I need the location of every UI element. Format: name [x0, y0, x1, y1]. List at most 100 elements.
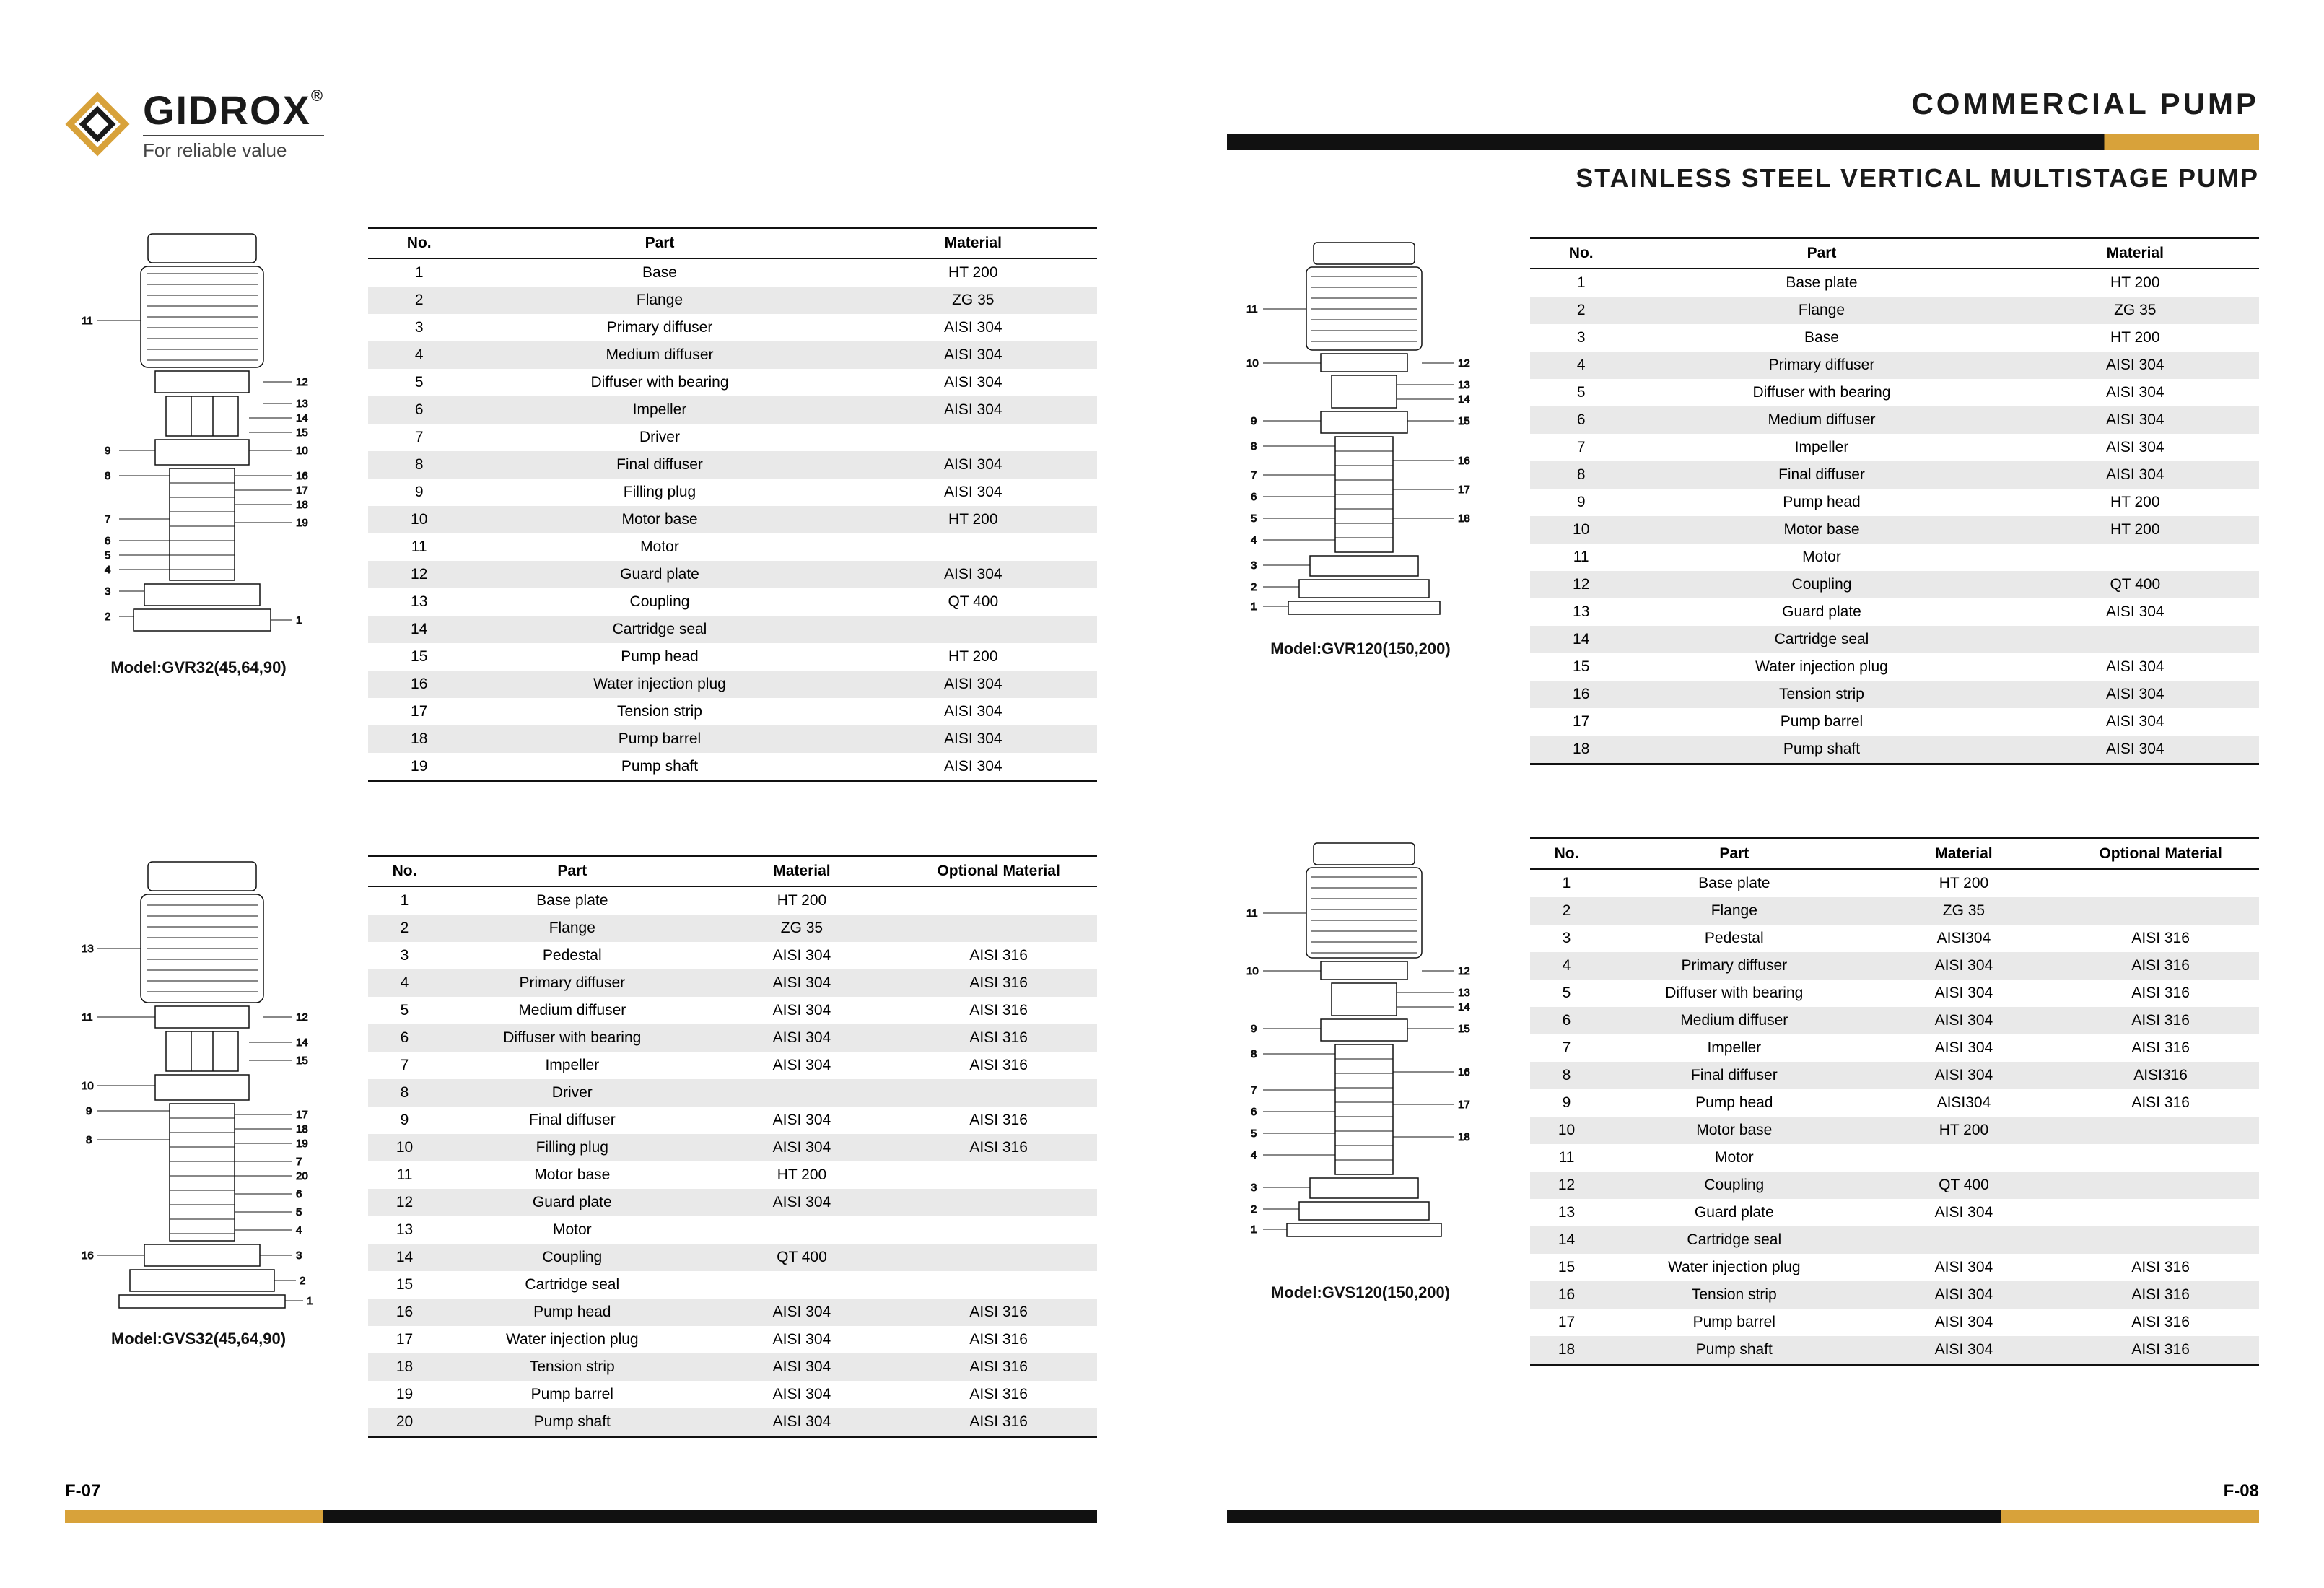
svg-text:5: 5: [105, 549, 110, 562]
svg-text:17: 17: [1458, 484, 1470, 496]
table-cell: Guard plate: [1603, 1199, 1866, 1226]
table-cell: AISI 304: [849, 369, 1097, 396]
svg-text:13: 13: [296, 398, 308, 410]
table-cell: Flange: [470, 287, 849, 314]
page-spread: GIDROX® For reliable value: [0, 0, 2324, 1588]
callout: 11: [82, 315, 93, 327]
table-cell: Cartridge seal: [1632, 626, 2011, 653]
table-cell: Guard plate: [470, 561, 849, 588]
svg-text:10: 10: [296, 445, 308, 457]
table-cell: [900, 1079, 1097, 1107]
table-cell: 5: [368, 369, 470, 396]
table-cell: AISI 304: [2011, 681, 2259, 708]
table-row: 16Tension stripAISI 304: [1530, 681, 2259, 708]
table-cell: 20: [368, 1408, 441, 1437]
svg-text:11: 11: [82, 1011, 93, 1024]
table-cell: Pump barrel: [1632, 708, 2011, 736]
table-cell: Guard plate: [1632, 598, 2011, 626]
table-row: 10Motor baseHT 200: [1530, 516, 2259, 544]
table-row: 5Diffuser with bearingAISI 304: [368, 369, 1097, 396]
table-cell: AISI 316: [900, 1326, 1097, 1353]
table-cell: Medium diffuser: [470, 341, 849, 369]
svg-text:11: 11: [1246, 303, 1258, 315]
svg-text:13: 13: [1458, 379, 1470, 391]
svg-text:18: 18: [1458, 512, 1470, 525]
svg-text:4: 4: [105, 564, 110, 576]
table-cell: 10: [368, 506, 470, 533]
table-row: 15Pump headHT 200: [368, 643, 1097, 671]
svg-text:9: 9: [1251, 415, 1257, 427]
table-cell: Pump shaft: [1632, 736, 2011, 764]
table-row: 4Primary diffuserAISI 304AISI 316: [368, 969, 1097, 997]
svg-text:17: 17: [296, 484, 308, 497]
table-cell: 9: [1530, 489, 1632, 516]
table-cell: [900, 886, 1097, 915]
model-label-gvr32: Model:GVR32(45,64,90): [110, 658, 286, 677]
table-row: 20Pump shaftAISI 304AISI 316: [368, 1408, 1097, 1437]
table-cell: AISI 316: [2062, 980, 2259, 1007]
table-row: 18Pump shaftAISI 304AISI 316: [1530, 1336, 2259, 1365]
table-cell: Motor: [470, 533, 849, 561]
table-cell: Final diffuser: [470, 451, 849, 479]
table-cell: 6: [368, 1024, 441, 1052]
table-cell: 6: [368, 396, 470, 424]
table-cell: 8: [368, 451, 470, 479]
model-label-gvs32: Model:GVS32(45,64,90): [111, 1330, 286, 1348]
table-cell: AISI 316: [2062, 952, 2259, 980]
svg-text:16: 16: [296, 470, 308, 482]
table-cell: 18: [1530, 1336, 1603, 1365]
table-cell: AISI 316: [2062, 1034, 2259, 1062]
svg-text:17: 17: [1458, 1099, 1470, 1111]
table-cell: 10: [1530, 1117, 1603, 1144]
table-cell: AISI 316: [2062, 1254, 2259, 1281]
table-cell: Base: [1632, 324, 2011, 352]
svg-text:17: 17: [296, 1109, 308, 1121]
col-no: No.: [368, 856, 441, 887]
table-cell: [2062, 1117, 2259, 1144]
table-cell: Pump head: [441, 1299, 704, 1326]
table-cell: 14: [368, 1244, 441, 1271]
table-cell: [900, 1189, 1097, 1216]
table-cell: Water injection plug: [470, 671, 849, 698]
table-cell: AISI 304: [1866, 1336, 2063, 1365]
table-cell: AISI 304: [1866, 1007, 2063, 1034]
table-cell: AISI 304: [1866, 1034, 2063, 1062]
table-cell: AISI 304: [704, 1408, 901, 1437]
table-cell: Impeller: [1603, 1034, 1866, 1062]
table-cell: AISI 316: [2062, 1281, 2259, 1309]
table-cell: Coupling: [1632, 571, 2011, 598]
table-cell: AISI 304: [849, 753, 1097, 782]
table-cell: Tension strip: [1632, 681, 2011, 708]
table-cell: ZG 35: [1866, 897, 2063, 925]
svg-text:2: 2: [1251, 581, 1257, 593]
table-cell: Pump barrel: [441, 1381, 704, 1408]
table-cell: AISI 304: [704, 942, 901, 969]
table-cell: Motor: [441, 1216, 704, 1244]
table-cell: AISI 304: [704, 1052, 901, 1079]
table-row: 9Final diffuserAISI 304AISI 316: [368, 1107, 1097, 1134]
table-cell: Pump head: [1603, 1089, 1866, 1117]
table-cell: Cartridge seal: [1603, 1226, 1866, 1254]
table-row: 6Medium diffuserAISI 304AISI 316: [1530, 1007, 2259, 1034]
table-cell: AISI 304: [1866, 1199, 2063, 1226]
table-row: 4Primary diffuserAISI 304: [1530, 352, 2259, 379]
pump-diagram-gvr32: 11 12 13 14 15 10 9 8 16 17: [69, 227, 328, 645]
table-row: 1Base plateHT 200: [1530, 269, 2259, 297]
table-cell: [2062, 1199, 2259, 1226]
table-cell: [2062, 1226, 2259, 1254]
svg-text:2: 2: [300, 1275, 305, 1287]
table-cell: [849, 533, 1097, 561]
table-row: 3Primary diffuserAISI 304: [368, 314, 1097, 341]
table-row: 2FlangeZG 35: [1530, 897, 2259, 925]
table-cell: Medium diffuser: [1603, 1007, 1866, 1034]
table-cell: 18: [368, 725, 470, 753]
table-cell: 10: [368, 1134, 441, 1161]
table-row: 14CouplingQT 400: [368, 1244, 1097, 1271]
table-cell: AISI 304: [2011, 736, 2259, 764]
table-cell: 13: [1530, 598, 1632, 626]
table-cell: 11: [1530, 1144, 1603, 1172]
table-cell: 13: [368, 588, 470, 616]
table-cell: Pump barrel: [470, 725, 849, 753]
table-cell: AISI 316: [900, 1299, 1097, 1326]
table-cell: 14: [1530, 626, 1632, 653]
